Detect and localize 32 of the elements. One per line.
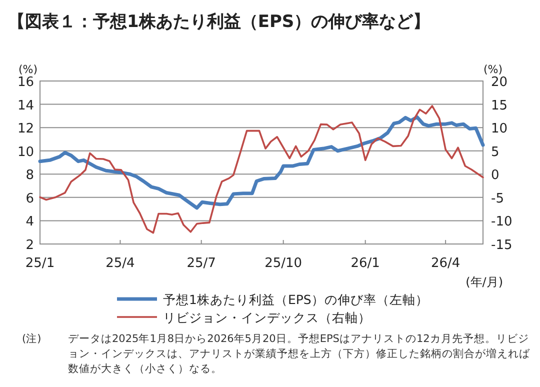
y-tick-label: 6 [26,191,34,206]
y2-tick-label: -5 [491,191,504,206]
y2-tick-label: 20 [491,75,508,90]
y-tick-label: 14 [17,98,34,114]
y-tick-label: 10 [17,144,34,160]
x-tick-label: 25/1 [25,256,55,271]
x-tick-label: 26/1 [350,256,380,271]
y2-tick-label: -15 [491,238,512,253]
y2-tick-label: 5 [491,144,500,160]
x-axis-title: (年/月) [466,275,503,289]
legend-label: 予想1株あたり利益（EPS）の伸び率（左軸） [163,292,428,307]
y-tick-label: 12 [17,122,34,137]
line-series [39,105,484,234]
y-tick-label: 16 [17,75,34,90]
text: (注) [22,332,42,347]
y2-tick-label: -10 [491,214,512,230]
x-tick-label: 25/7 [186,256,216,271]
x-tick-label: 26/4 [430,256,460,271]
x-tick-label: 25/10 [264,256,302,271]
chart-title: 【図表１：予想1株あたり利益（EPS）の伸び率など】 [8,12,430,32]
y2-axis-title: (%) [483,63,503,76]
y-tick-label: 8 [26,168,34,184]
x-tick-label: 25/4 [106,256,135,271]
y-axis-title: (%) [18,63,38,76]
y2-tick-label: 0 [491,168,500,184]
text: データは2025年1月8日から2026年5月20日。予想EPSはアナリストの12カ月先予想。リビジョン・インデックスは、アナリストが業績予想を上方（下方）修正した銘柄の割合が増えれば数値が大きく（小さく）なる。 [68,332,531,377]
legend-label: リビジョン・インデックス（右軸） [163,310,371,325]
y2-tick-label: 15 [491,98,508,114]
line-series [38,115,485,210]
y2-tick-label: 10 [491,122,508,137]
y-tick-label: 4 [26,214,34,230]
y-tick-label: 2 [26,238,34,253]
